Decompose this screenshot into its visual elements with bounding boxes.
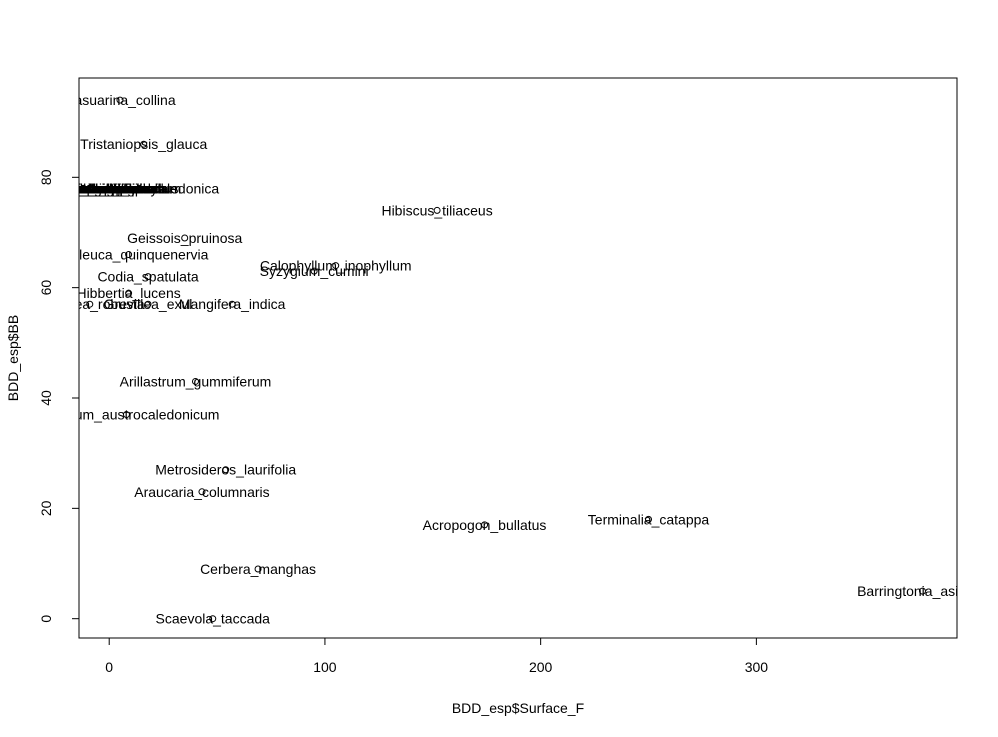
- data-point-label: Araucaria_columnaris: [134, 484, 269, 500]
- data-point-label: Glochidion_billardierei: [21, 180, 159, 196]
- data-point: [144, 300, 152, 308]
- data-point-label: Hibbertia_lucens: [76, 285, 180, 301]
- data-point-label: Morinda_citrifolia: [37, 180, 143, 196]
- data-point: [116, 96, 124, 104]
- data-point: [140, 140, 148, 148]
- x-tick-label: 200: [529, 659, 553, 675]
- data-point-label: Elaeodendron_curtipendulum: [0, 180, 181, 196]
- data-point-label: Ochrosia_elliptica: [35, 180, 146, 196]
- data-point: [86, 184, 94, 192]
- data-point-label: Psidium_guajava: [36, 180, 143, 196]
- data-point-label: Terminalia_catappa: [588, 511, 710, 527]
- data-point-label: Tristaniopsis_glauca: [80, 136, 207, 152]
- x-axis-label: BDD_esp$Surface_F: [452, 700, 584, 716]
- y-tick-label: 40: [38, 390, 54, 406]
- data-point-label: Planchonella_cinerea: [23, 180, 157, 196]
- data-point: [481, 521, 489, 529]
- data-point-label: Oxera_neriifolia: [41, 180, 139, 196]
- data-point-label: Syzygium_austrocaledonicum: [33, 407, 219, 423]
- data-point: [209, 615, 217, 623]
- data-point-label: Alphitonia_neocaledonica: [60, 180, 220, 196]
- data-point: [222, 466, 230, 474]
- data-point-label: Atractocarpus_heterophyllus: [1, 180, 178, 196]
- x-axis: 0 100 200 300: [105, 637, 769, 675]
- x-tick-label: 100: [313, 659, 337, 675]
- data-point-label: Melaleuca_quinquenervia: [49, 247, 209, 263]
- data-point-label: Syzygium_cumini: [260, 263, 369, 279]
- data-point-label: Casuarina_collina: [64, 92, 176, 108]
- data-point: [122, 411, 130, 419]
- x-tick-label: 300: [745, 659, 769, 675]
- data-point-label: Dodonaea_viscosa: [30, 180, 149, 196]
- data-point-label: Leucaena_leucocephala: [14, 180, 166, 196]
- data-point-label: Scaevola_taccada: [156, 611, 271, 627]
- data-point: [310, 267, 318, 275]
- data-point-label: Xylosma_vincentii: [34, 180, 146, 196]
- plot-frame: [78, 77, 958, 639]
- data-point-label: Hibiscus_tiliaceus: [381, 202, 492, 218]
- data-point: [135, 184, 143, 192]
- data-point-label: Barringtonia_asiatica: [857, 583, 988, 599]
- data-point-label: Hernandia_cordigera: [24, 180, 155, 196]
- data-point: [144, 273, 152, 281]
- data-point-label: Nephelium_lappaceum: [18, 180, 161, 196]
- data-point-label: Podonephelium_homei: [18, 180, 161, 196]
- data-point-label: Pittosporum_coccineum: [15, 180, 164, 196]
- y-tick-label: 0: [38, 615, 54, 623]
- data-point-label: Archidendropsis_paivana: [11, 180, 168, 196]
- data-point-label: Grevillea_exul: [104, 296, 193, 312]
- data-point-label: Grevillea_robusta: [35, 296, 145, 312]
- data-point-label: Metrosideros_laurifolia: [155, 462, 296, 478]
- y-tick-label: 60: [38, 280, 54, 296]
- data-point: [125, 251, 133, 259]
- y-tick-label: 80: [38, 169, 54, 185]
- data-point: [191, 377, 199, 385]
- y-axis-label: BDD_esp$BB: [5, 315, 21, 401]
- data-point: [918, 587, 926, 595]
- data-point-label: Arytera_chartacea: [33, 180, 148, 196]
- data-point: [198, 488, 206, 496]
- data-point-label: Arillastrum_gummiferum: [120, 373, 272, 389]
- data-point-label: Codia_spatulata: [97, 269, 198, 285]
- data-point: [645, 515, 653, 523]
- data-point-label: Cerbera_manghas: [200, 561, 316, 577]
- data-point-label: Premna_serratifolia: [29, 180, 151, 196]
- data-points: Casuarina_collina Tristaniopsis_glauca Dod…: [0, 92, 988, 627]
- data-point-label: Calophyllum_inophyllum: [260, 258, 412, 274]
- data-point-label: Schinus_terebinthifolius: [9, 180, 157, 196]
- data-point: [228, 300, 236, 308]
- y-axis: 0 20 40 60 80: [38, 169, 80, 623]
- data-point-label: Mangifera_indica: [179, 296, 286, 312]
- data-point: [181, 234, 189, 242]
- data-point-label: Geissois_pruinosa: [127, 230, 242, 246]
- data-point: [125, 289, 133, 297]
- data-point: [86, 300, 94, 308]
- data-point-label: Acropogon_bullatus: [423, 517, 547, 533]
- data-point-label: Cupaniopsis_glabra: [21, 180, 145, 196]
- data-point-label: Cerbera_odollam: [36, 180, 143, 196]
- x-tick-label: 0: [105, 659, 113, 675]
- data-point: [433, 206, 441, 214]
- data-point: [254, 565, 262, 573]
- data-point: [332, 262, 340, 270]
- y-tick-label: 20: [38, 500, 54, 516]
